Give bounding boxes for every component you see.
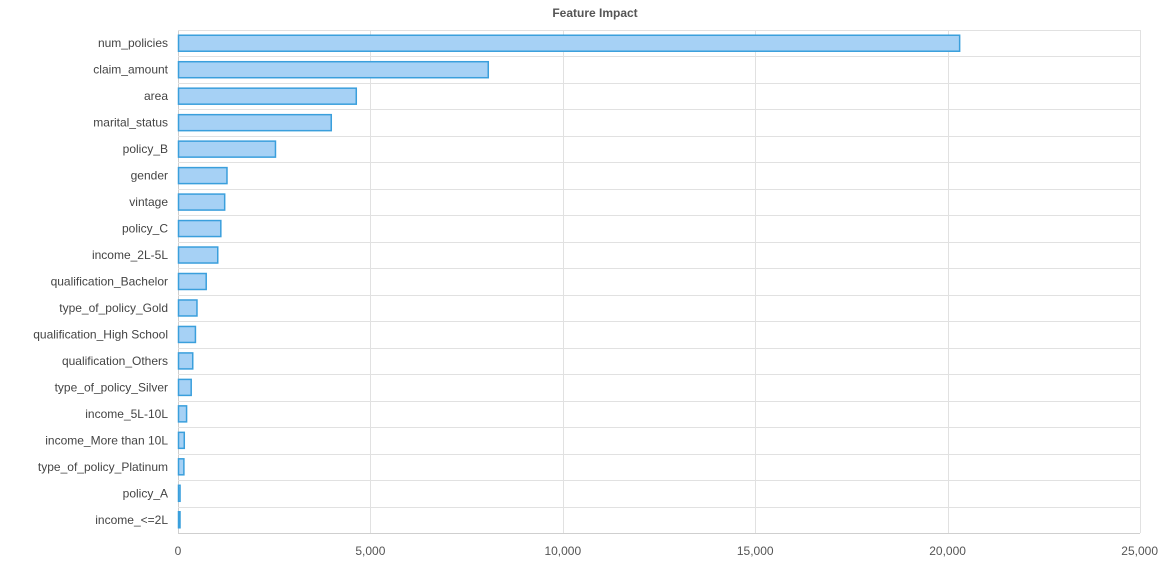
x-tick-label: 5,000: [355, 544, 385, 558]
category-label: policy_A: [123, 486, 168, 500]
category-label: gender: [131, 169, 168, 183]
category-label: qualification_High School: [33, 327, 168, 341]
chart-title: Feature Impact: [552, 6, 637, 20]
category-label: type_of_policy_Platinum: [38, 460, 168, 474]
bar-gender[interactable]: [177, 166, 228, 185]
bar-qualification-others[interactable]: [177, 352, 194, 370]
category-label: qualification_Bachelor: [51, 275, 168, 289]
category-label: income_More than 10L: [45, 433, 168, 447]
x-tick-label: 20,000: [929, 544, 966, 558]
x-axis-ticks: 0 5,000 10,000 15,000 20,000 25,000: [175, 544, 1159, 558]
bar-type-of-policy-silver[interactable]: [177, 378, 192, 397]
bar-layer: [177, 34, 961, 529]
bar-type-of-policy-gold[interactable]: [177, 299, 198, 317]
bar-income-2l[interactable]: [177, 511, 181, 529]
x-tick-label: 10,000: [544, 544, 581, 558]
category-label: income_5L-10L: [85, 407, 168, 421]
category-label: policy_C: [122, 222, 168, 236]
bar-income-more-than-10l[interactable]: [177, 431, 186, 450]
category-label: num_policies: [98, 36, 168, 50]
category-label: income_<=2L: [95, 513, 168, 527]
bar-income-5l-10l[interactable]: [177, 405, 188, 423]
category-label: vintage: [129, 195, 168, 209]
bar-claim-amount[interactable]: [177, 60, 490, 79]
grid-layer: [178, 30, 1141, 534]
bar-num-policies[interactable]: [177, 34, 961, 52]
category-label: policy_B: [123, 142, 168, 156]
x-tick-label: 15,000: [737, 544, 774, 558]
category-label: area: [144, 89, 168, 103]
category-label: marital_status: [93, 116, 168, 130]
bar-policy-a[interactable]: [177, 484, 181, 503]
bar-policy-c[interactable]: [177, 219, 222, 238]
bar-type-of-policy-platinum[interactable]: [177, 458, 185, 476]
x-tick-label: 25,000: [1121, 544, 1158, 558]
category-label: claim_amount: [93, 63, 168, 77]
bar-area[interactable]: [177, 87, 358, 105]
bar-qualification-high-school[interactable]: [177, 325, 197, 344]
bar-policy-b[interactable]: [177, 140, 277, 158]
bar-income-2l-5l[interactable]: [177, 246, 219, 264]
bar-marital-status[interactable]: [177, 113, 333, 132]
category-label: income_2L-5L: [92, 248, 168, 262]
category-label: type_of_policy_Gold: [59, 301, 168, 315]
bar-vintage[interactable]: [177, 193, 226, 211]
category-label: type_of_policy_Silver: [55, 380, 168, 394]
x-tick-label: 0: [175, 544, 182, 558]
bar-qualification-bachelor[interactable]: [177, 272, 207, 291]
category-label: qualification_Others: [62, 354, 168, 368]
